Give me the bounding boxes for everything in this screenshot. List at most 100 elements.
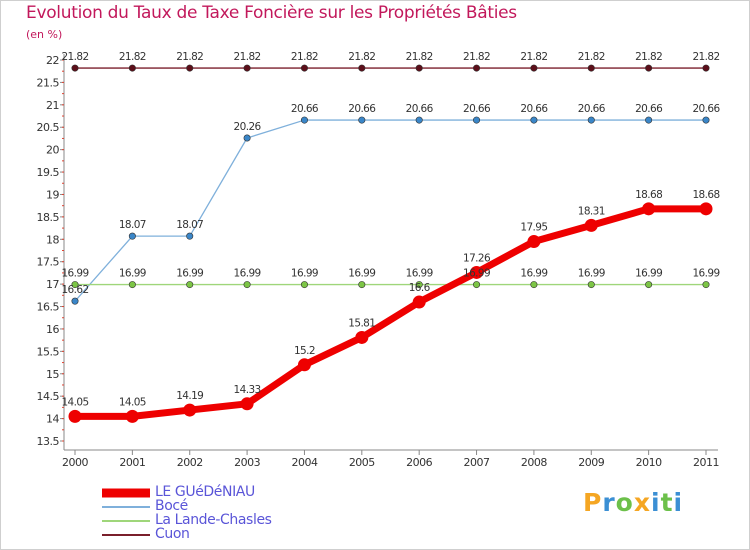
y-tick-label: 14 bbox=[46, 413, 59, 426]
y-tick-label: 14.5 bbox=[37, 390, 60, 403]
data-point bbox=[415, 116, 423, 124]
data-point bbox=[645, 64, 653, 72]
y-tick-label: 18.5 bbox=[37, 211, 60, 224]
data-label: 16.99 bbox=[463, 268, 490, 280]
data-label: 21.82 bbox=[463, 51, 490, 63]
data-point bbox=[702, 64, 710, 72]
data-point bbox=[300, 281, 308, 289]
series-line-1 bbox=[74, 119, 707, 302]
data-label: 21.82 bbox=[520, 51, 547, 63]
data-label: 20.66 bbox=[291, 103, 319, 115]
x-tick-label: 2001 bbox=[119, 456, 145, 469]
data-point bbox=[470, 265, 484, 279]
data-point bbox=[243, 64, 251, 72]
data-label: 16.99 bbox=[406, 268, 433, 280]
data-point bbox=[240, 397, 254, 411]
data-label: 21.82 bbox=[291, 51, 318, 63]
data-label: 21.82 bbox=[406, 51, 433, 63]
y-tick-label: 17 bbox=[46, 278, 59, 291]
x-tick-label: 2002 bbox=[177, 456, 203, 469]
chart-legend: LE GUéDéNIAU Bocé La Lande-Chasles Cuon bbox=[102, 484, 362, 542]
x-tick-label: 2008 bbox=[521, 456, 547, 469]
data-label: 16.99 bbox=[635, 268, 662, 280]
data-point bbox=[358, 64, 366, 72]
data-label: 18.68 bbox=[635, 189, 662, 201]
x-tick-label: 2007 bbox=[464, 456, 490, 469]
x-tick-label: 2011 bbox=[693, 456, 719, 469]
legend-swatch bbox=[102, 534, 150, 536]
legend-label: Cuon bbox=[155, 526, 190, 542]
data-point bbox=[587, 281, 595, 289]
legend-swatch bbox=[102, 488, 150, 498]
data-point bbox=[186, 232, 194, 240]
data-point bbox=[530, 116, 538, 124]
data-point bbox=[300, 64, 308, 72]
data-label: 14.19 bbox=[176, 390, 203, 402]
y-tick-label: 20 bbox=[46, 144, 59, 157]
data-label: 18.68 bbox=[692, 189, 719, 201]
data-label: 18.07 bbox=[119, 219, 146, 231]
data-point bbox=[645, 281, 653, 289]
data-label: 21.82 bbox=[176, 51, 203, 63]
data-point bbox=[530, 64, 538, 72]
data-label: 21.82 bbox=[348, 51, 375, 63]
y-tick-label: 22 bbox=[46, 54, 59, 67]
data-point bbox=[645, 116, 653, 124]
data-point bbox=[71, 64, 79, 72]
data-label: 20.66 bbox=[692, 103, 720, 115]
legend-item: LE GUéDéNIAU bbox=[102, 484, 362, 500]
data-label: 16.99 bbox=[176, 268, 203, 280]
data-label: 16.99 bbox=[692, 268, 719, 280]
data-point bbox=[186, 64, 194, 72]
data-label: 21.82 bbox=[234, 51, 261, 63]
data-label: 20.66 bbox=[406, 103, 434, 115]
logo-letter: o bbox=[615, 488, 634, 517]
data-label: 20.66 bbox=[578, 103, 606, 115]
data-point bbox=[702, 281, 710, 289]
data-label: 15.2 bbox=[294, 345, 315, 357]
data-point bbox=[71, 281, 79, 289]
series-line-3 bbox=[71, 205, 710, 420]
data-label: 21.82 bbox=[61, 51, 88, 63]
data-label: 16.62 bbox=[61, 284, 88, 296]
data-point bbox=[587, 64, 595, 72]
y-tick-label: 16.5 bbox=[37, 301, 60, 314]
data-point bbox=[415, 281, 423, 289]
legend-label: Bocé bbox=[155, 498, 188, 514]
y-tick-label: 15 bbox=[46, 368, 59, 381]
unit-label: (en %) bbox=[26, 28, 63, 41]
data-label: 21.82 bbox=[692, 51, 719, 63]
data-label: 16.99 bbox=[61, 268, 88, 280]
x-tick-label: 2005 bbox=[349, 456, 375, 469]
data-label: 18.31 bbox=[578, 205, 605, 217]
logo-letter: i bbox=[651, 488, 661, 517]
data-label: 16.99 bbox=[119, 268, 146, 280]
data-point bbox=[702, 116, 710, 124]
data-label: 14.05 bbox=[61, 396, 88, 408]
y-tick-label: 20.5 bbox=[37, 121, 60, 134]
legend-swatch bbox=[102, 520, 150, 522]
data-point bbox=[358, 116, 366, 124]
data-label: 20.66 bbox=[348, 103, 376, 115]
legend-label: La Lande-Chasles bbox=[155, 512, 272, 528]
legend-item: Cuon bbox=[102, 526, 362, 542]
x-tick-label: 2010 bbox=[636, 456, 662, 469]
y-tick-label: 13.5 bbox=[37, 435, 60, 448]
data-label: 16.99 bbox=[520, 268, 547, 280]
y-tick-label: 18 bbox=[46, 233, 59, 246]
data-point bbox=[415, 64, 423, 72]
data-point bbox=[183, 403, 197, 417]
data-label: 17.95 bbox=[520, 222, 547, 234]
data-label: 20.66 bbox=[520, 103, 548, 115]
legend-item: Bocé bbox=[102, 498, 362, 514]
data-point bbox=[71, 297, 79, 305]
y-tick-label: 19 bbox=[46, 188, 59, 201]
x-tick-label: 2000 bbox=[62, 456, 88, 469]
legend-label: LE GUéDéNIAU bbox=[155, 484, 255, 500]
data-point bbox=[243, 134, 251, 142]
x-tick-label: 2006 bbox=[406, 456, 432, 469]
data-point bbox=[642, 202, 656, 216]
data-point bbox=[530, 281, 538, 289]
logo-letter: i bbox=[673, 488, 684, 517]
